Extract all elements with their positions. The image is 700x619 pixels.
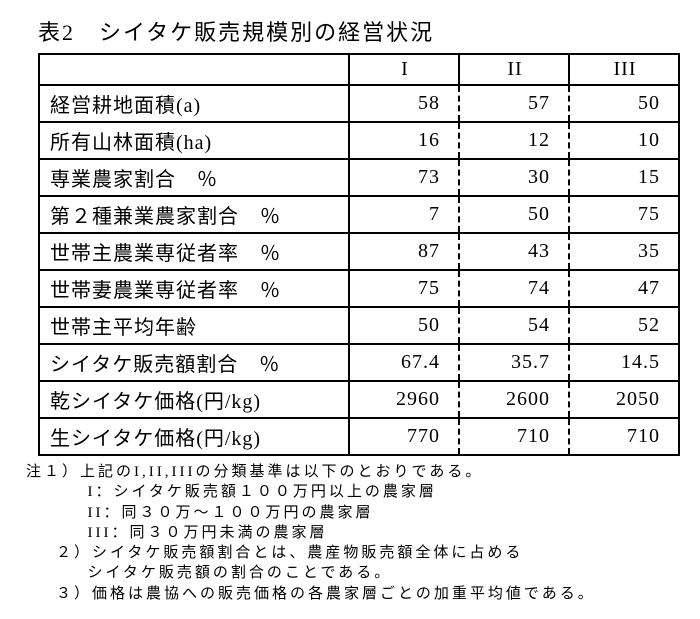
cell: 58 xyxy=(349,85,459,122)
row-label: 世帯妻農業専従者率 ％ xyxy=(39,270,349,307)
row-label: シイタケ販売額割合 ％ xyxy=(39,344,349,381)
note-line: ２）シイタケ販売額割合とは、農産物販売額全体に占める xyxy=(26,543,680,563)
cell: 87 xyxy=(349,233,459,270)
table-row: 世帯主平均年齢 50 54 52 xyxy=(39,307,679,344)
row-label: 専業農家割合 ％ xyxy=(39,159,349,196)
row-label: 世帯主平均年齢 xyxy=(39,307,349,344)
cell: 14.5 xyxy=(569,344,679,381)
row-label: 生シイタケ価格(円/kg) xyxy=(39,418,349,455)
cell: 57 xyxy=(459,85,569,122)
cell: 50 xyxy=(459,196,569,233)
cell: 43 xyxy=(459,233,569,270)
cell: 47 xyxy=(569,270,679,307)
cell: 74 xyxy=(459,270,569,307)
row-label: 第２種兼業農家割合 ％ xyxy=(39,196,349,233)
table-row: 経営耕地面積(a) 58 57 50 xyxy=(39,85,679,122)
footnotes: 注１）上記のI,II,IIIの分類基準は以下のとおりである。 I：シイタケ販売額… xyxy=(26,462,680,604)
table-row: 第２種兼業農家割合 ％ 7 50 75 xyxy=(39,196,679,233)
cell: 12 xyxy=(459,122,569,159)
cell: 2600 xyxy=(459,381,569,418)
table-row: 専業農家割合 ％ 73 30 15 xyxy=(39,159,679,196)
table-row: 所有山林面積(ha) 16 12 10 xyxy=(39,122,679,159)
table-row: 世帯主農業専従者率 ％ 87 43 35 xyxy=(39,233,679,270)
note-line: III：同３０万円未満の農家層 xyxy=(26,523,680,543)
col-header-3: III xyxy=(569,54,679,85)
row-label: 乾シイタケ価格(円/kg) xyxy=(39,381,349,418)
row-label: 経営耕地面積(a) xyxy=(39,85,349,122)
table-row: 生シイタケ価格(円/kg) 770 710 710 xyxy=(39,418,679,455)
cell: 16 xyxy=(349,122,459,159)
cell: 52 xyxy=(569,307,679,344)
note-line: ３）価格は農協への販売価格の各農家層ごとの加重平均値である。 xyxy=(26,584,680,604)
cell: 2960 xyxy=(349,381,459,418)
table-caption: 表2 シイタケ販売規模別の経営状況 xyxy=(38,15,680,47)
note-line: II：同３０万～１００万円の農家層 xyxy=(26,503,680,523)
note-line: I：シイタケ販売額１００万円以上の農家層 xyxy=(26,482,680,502)
cell: 50 xyxy=(569,85,679,122)
row-label: 世帯主農業専従者率 ％ xyxy=(39,233,349,270)
header-blank xyxy=(39,54,349,85)
col-header-1: I xyxy=(349,54,459,85)
note-line: シイタケ販売額の割合のことである。 xyxy=(26,563,680,583)
table-row: シイタケ販売額割合 ％ 67.4 35.7 14.5 xyxy=(39,344,679,381)
cell: 75 xyxy=(569,196,679,233)
table-row: 世帯妻農業専従者率 ％ 75 74 47 xyxy=(39,270,679,307)
cell: 67.4 xyxy=(349,344,459,381)
cell: 35.7 xyxy=(459,344,569,381)
cell: 710 xyxy=(569,418,679,455)
cell: 50 xyxy=(349,307,459,344)
col-header-2: II xyxy=(459,54,569,85)
cell: 2050 xyxy=(569,381,679,418)
data-table: I II III 経営耕地面積(a) 58 57 50 所有山林面積(ha) 1… xyxy=(38,53,680,456)
cell: 10 xyxy=(569,122,679,159)
cell: 54 xyxy=(459,307,569,344)
note-line: 注１）上記のI,II,IIIの分類基準は以下のとおりである。 xyxy=(26,462,680,482)
row-label: 所有山林面積(ha) xyxy=(39,122,349,159)
table-row: 乾シイタケ価格(円/kg) 2960 2600 2050 xyxy=(39,381,679,418)
cell: 35 xyxy=(569,233,679,270)
header-row: I II III xyxy=(39,54,679,85)
cell: 73 xyxy=(349,159,459,196)
cell: 15 xyxy=(569,159,679,196)
cell: 30 xyxy=(459,159,569,196)
cell: 75 xyxy=(349,270,459,307)
cell: 770 xyxy=(349,418,459,455)
cell: 7 xyxy=(349,196,459,233)
cell: 710 xyxy=(459,418,569,455)
